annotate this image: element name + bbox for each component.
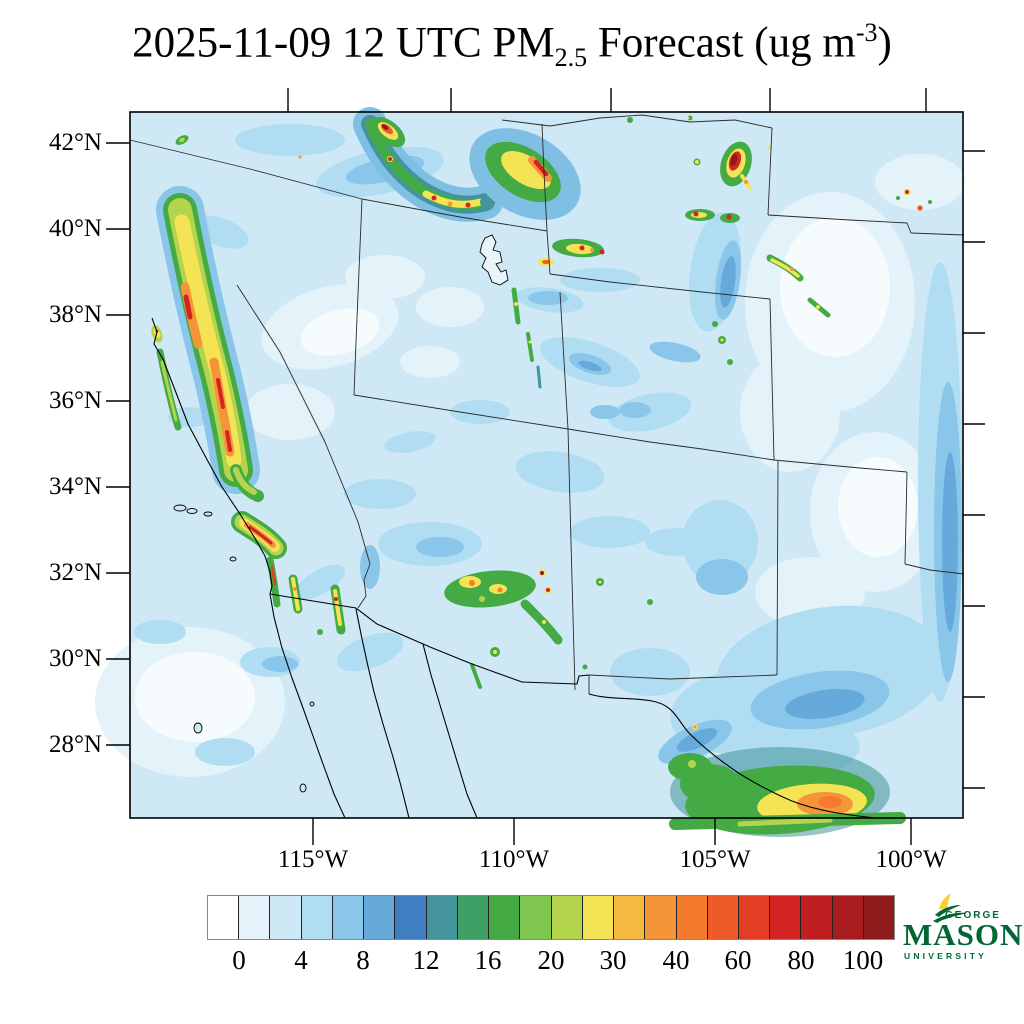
lon-tick-label: 100°W [875, 846, 947, 873]
colorbar-cell [551, 896, 583, 939]
colorbar-tick-label: 20 [537, 945, 565, 975]
title-subscript: 2.5 [554, 42, 588, 72]
colorbar-tick-label: 100 [842, 945, 884, 975]
lon-tick-label: 115°W [277, 846, 349, 873]
colorbar-tick-label: 60 [724, 945, 752, 975]
colorbar-tick-label: 30 [599, 945, 627, 975]
colorbar-cell [457, 896, 490, 939]
page-title: 2025-11-09 12 UTC PM2.5 Forecast (ug m-3… [132, 18, 892, 72]
lat-tick-label: 38°N [48, 301, 102, 328]
lon-tick-label: 105°W [679, 846, 751, 873]
colorbar-cell [395, 896, 427, 939]
colorbar-tick-label: 80 [787, 945, 815, 975]
lat-tick-label: 40°N [48, 215, 102, 242]
colorbar-cell [520, 896, 552, 939]
colorbar-cell [676, 896, 708, 939]
colorbar-tick-label: 8 [356, 945, 370, 975]
gmu-logo: GEORGE MASON UNIVERSITY [901, 893, 1022, 973]
colorbar-cell [332, 896, 365, 939]
lat-tick-label: 32°N [48, 559, 102, 586]
gmu-logo-university: UNIVERSITY [904, 951, 988, 961]
colorbar-cell [270, 896, 302, 939]
title-superscript: -3 [855, 18, 878, 47]
gmu-flame-icon [933, 893, 967, 923]
colorbar-cell [614, 896, 646, 939]
colorbar-cell [582, 896, 615, 939]
colorbar-tick-label: 12 [412, 945, 440, 975]
colorbar-cell [645, 896, 677, 939]
colorbar-cell [770, 896, 802, 939]
colorbar-cell [239, 896, 271, 939]
lat-tick-label: 36°N [48, 387, 102, 414]
gmu-logo-george: GEORGE [945, 910, 1001, 921]
lon-tick-label: 110°W [478, 846, 550, 873]
colorbar-tick-label: 16 [474, 945, 502, 975]
colorbar-cell [738, 896, 771, 939]
colorbar-tick-label: 0 [232, 945, 246, 975]
colorbar-cell [863, 896, 895, 939]
colorbar-tick-label: 40 [662, 945, 690, 975]
colorbar-cell [707, 896, 739, 939]
colorbar-cell [801, 896, 833, 939]
lat-tick-label: 34°N [48, 473, 102, 500]
lat-tick-label: 42°N [48, 129, 102, 156]
lat-tick-label: 30°N [48, 645, 102, 672]
gmu-logo-mason: MASON [903, 917, 1024, 952]
colorbar-cell [489, 896, 521, 939]
colorbar-cell [364, 896, 396, 939]
lat-tick-label: 28°N [48, 731, 102, 758]
colorbar-swatches [207, 895, 895, 940]
colorbar-cell [208, 896, 240, 939]
colorbar-cell [832, 896, 864, 939]
colorbar-cell [301, 896, 333, 939]
axis-ticks [106, 88, 985, 845]
map-frame [129, 111, 964, 819]
colorbar-cell [426, 896, 458, 939]
great-salt-lake [479, 234, 509, 286]
colorbar-tick-label: 4 [294, 945, 308, 975]
